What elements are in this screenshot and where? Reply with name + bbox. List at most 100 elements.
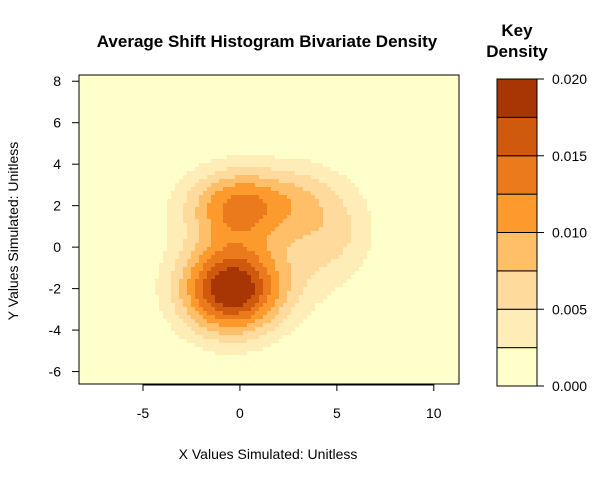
density-cell xyxy=(171,167,176,172)
density-cell xyxy=(447,215,452,220)
density-cell xyxy=(355,195,360,200)
density-cell xyxy=(359,151,364,156)
density-cell xyxy=(79,131,84,136)
density-cell xyxy=(447,87,452,92)
density-cell xyxy=(163,79,168,84)
density-cell xyxy=(115,119,120,124)
density-cell xyxy=(343,135,348,140)
density-cell xyxy=(391,187,396,192)
density-cell xyxy=(271,119,276,124)
density-cell xyxy=(323,119,328,124)
density-cell xyxy=(383,191,388,196)
density-cell xyxy=(227,123,232,128)
density-cell xyxy=(195,115,200,120)
density-cell xyxy=(399,83,404,88)
density-cell xyxy=(191,135,196,140)
density-cell xyxy=(87,211,92,216)
density-cell xyxy=(275,139,280,144)
density-cell xyxy=(279,135,284,140)
density-cell xyxy=(347,195,352,200)
density-cell xyxy=(351,143,356,148)
density-cell xyxy=(391,151,396,156)
density-cell xyxy=(307,179,312,184)
density-cell xyxy=(347,171,352,176)
density-cell xyxy=(451,107,456,112)
density-cell xyxy=(291,83,296,88)
density-cell xyxy=(135,279,140,284)
density-cell xyxy=(419,91,424,96)
density-cell xyxy=(147,271,152,276)
density-cell xyxy=(115,179,120,184)
density-cell xyxy=(215,219,220,224)
density-cell xyxy=(327,243,332,248)
density-cell xyxy=(347,211,352,216)
density-cell xyxy=(443,127,448,132)
density-cell xyxy=(443,103,448,108)
density-cell xyxy=(243,259,248,264)
density-cell xyxy=(195,171,200,176)
density-cell xyxy=(291,183,296,188)
density-cell xyxy=(399,255,404,260)
density-cell xyxy=(151,151,156,156)
density-cell xyxy=(447,191,452,196)
density-cell xyxy=(251,275,256,280)
density-cell xyxy=(443,107,448,112)
density-cell xyxy=(423,151,428,156)
density-cell xyxy=(375,115,380,120)
density-cell xyxy=(343,163,348,168)
density-cell xyxy=(147,235,152,240)
density-cell xyxy=(219,223,224,228)
density-cell xyxy=(315,123,320,128)
density-cell xyxy=(115,267,120,272)
density-cell xyxy=(359,155,364,160)
density-cell xyxy=(407,119,412,124)
density-cell xyxy=(139,91,144,96)
density-cell xyxy=(391,107,396,112)
density-cell xyxy=(127,115,132,120)
density-cell xyxy=(451,211,456,216)
density-cell xyxy=(107,251,112,256)
density-cell xyxy=(379,147,384,152)
density-cell xyxy=(143,155,148,160)
density-cell xyxy=(163,123,168,128)
density-cell xyxy=(295,163,300,168)
density-cell xyxy=(359,203,364,208)
density-cell xyxy=(107,123,112,128)
density-cell xyxy=(95,283,100,288)
density-cell xyxy=(419,191,424,196)
density-cell xyxy=(87,111,92,116)
density-cell xyxy=(83,87,88,92)
density-cell xyxy=(167,111,172,116)
density-cell xyxy=(451,175,456,180)
density-cell xyxy=(99,259,104,264)
density-cell xyxy=(231,135,236,140)
density-cell xyxy=(103,207,108,212)
density-cell xyxy=(163,207,168,212)
density-cell xyxy=(263,223,268,228)
density-cell xyxy=(263,107,268,112)
density-cell xyxy=(255,175,260,180)
density-cell xyxy=(447,223,452,228)
density-cell xyxy=(159,119,164,124)
density-cell xyxy=(411,183,416,188)
density-cell xyxy=(327,239,332,244)
density-cell xyxy=(163,243,168,248)
density-cell xyxy=(143,79,148,84)
density-cell xyxy=(271,231,276,236)
density-cell xyxy=(419,267,424,272)
density-cell xyxy=(407,179,412,184)
density-cell xyxy=(247,131,252,136)
density-cell xyxy=(119,231,124,236)
density-cell xyxy=(115,99,120,104)
density-cell xyxy=(91,159,96,164)
density-cell xyxy=(127,131,132,136)
density-cell xyxy=(123,151,128,156)
density-cell xyxy=(139,155,144,160)
density-cell xyxy=(239,207,244,212)
density-cell xyxy=(339,191,344,196)
density-cell xyxy=(419,235,424,240)
density-cell xyxy=(367,191,372,196)
density-cell xyxy=(119,207,124,212)
density-cell xyxy=(407,231,412,236)
density-cell xyxy=(115,135,120,140)
